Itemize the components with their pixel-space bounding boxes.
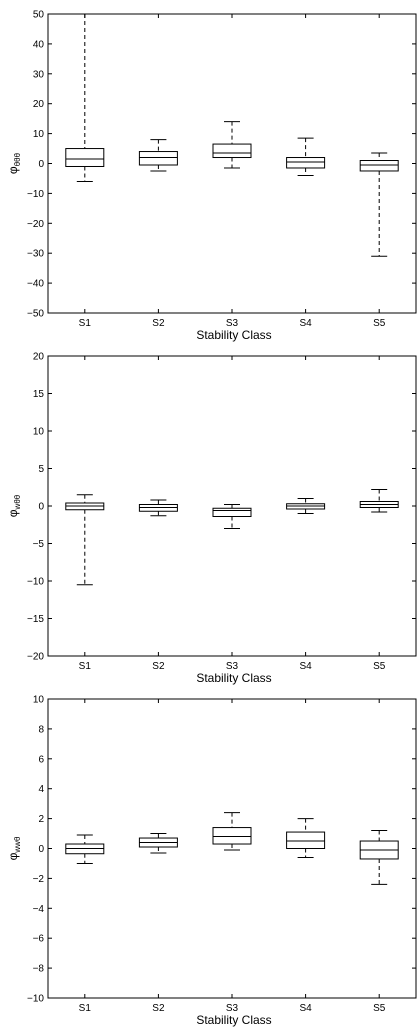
y-tick-label: 0 [38, 502, 44, 513]
x-tick-label: S2 [152, 318, 165, 329]
box-S5 [359, 830, 399, 885]
box-S3 [212, 812, 252, 851]
y-tick-label: −10 [27, 189, 44, 200]
y-tick-label: 4 [38, 784, 44, 795]
y-tick-label: 10 [33, 695, 45, 706]
box-S2 [138, 499, 178, 517]
x-tick-label: S2 [152, 1003, 165, 1014]
box-S2 [138, 139, 178, 172]
y-tick-label: −15 [27, 614, 44, 625]
x-axis-label: Stability Class [196, 671, 271, 685]
y-tick-label: 0 [38, 844, 44, 855]
y-tick-label: −10 [27, 994, 44, 1005]
x-tick-label: S1 [79, 661, 92, 672]
box-S2 [138, 833, 178, 854]
y-tick-label: −8 [33, 964, 45, 975]
y-tick-label: −6 [33, 934, 45, 945]
y-tick-label: 15 [33, 389, 45, 400]
chart-panel-1: −50 −40 −30 −20 −10 0 10 20 30 40 50 S1 S2 S3 S4 S5 Stab… [6, 10, 417, 342]
x-tick-label: S4 [299, 318, 312, 329]
y-tick-label: 6 [38, 754, 44, 765]
y-tick-label: 8 [38, 724, 44, 735]
x-axis-label: Stability Class [196, 1013, 271, 1027]
y-tick-label: −50 [27, 309, 44, 320]
y-tick-label: 10 [33, 427, 45, 438]
y-tick-label: −20 [27, 652, 44, 663]
iqr-box [212, 507, 252, 517]
y-tick-label: −40 [27, 279, 44, 290]
y-tick-label: 0 [38, 159, 44, 170]
x-tick-label: S5 [373, 661, 386, 672]
box-S4 [286, 498, 326, 514]
chart-panel-2: −20 −15 −10 −5 0 5 10 15 20 S1 S2 S3 S4 S5 Stability C… [6, 352, 417, 685]
y-tick-label: −5 [33, 539, 45, 550]
x-axis-label: Stability Class [196, 328, 271, 342]
y-axis-label: φwwθ [6, 836, 22, 860]
y-tick-label: −20 [27, 219, 44, 230]
y-axis-label: φwθθ [6, 494, 22, 517]
iqr-box [138, 151, 178, 166]
plot-frame [47, 13, 417, 314]
y-tick-label: 30 [33, 69, 45, 80]
x-tick-label: S5 [373, 1003, 386, 1014]
iqr-box [286, 157, 326, 169]
iqr-box [359, 160, 399, 172]
x-tick-label: S2 [152, 661, 165, 672]
y-tick-label: 2 [38, 814, 44, 825]
x-tick-label: S3 [226, 1003, 239, 1014]
y-tick-label: 5 [38, 464, 44, 475]
y-tick-label: −2 [33, 874, 45, 885]
y-tick-label: −10 [27, 577, 44, 588]
box-S3 [212, 121, 252, 169]
iqr-box [65, 148, 105, 167]
x-tick-label: S4 [299, 661, 312, 672]
x-tick-label: S1 [79, 1003, 92, 1014]
chart-panel-3: −10 −8 −6 −4 −2 0 2 4 6 8 10 S1 S2 S3 S4 S5 Stability Cl… [6, 695, 417, 1027]
y-tick-label: 20 [33, 352, 45, 363]
box-S4 [286, 137, 326, 176]
box-S1 [65, 13, 105, 182]
box-S4 [286, 818, 326, 858]
x-tick-label: S1 [79, 318, 92, 329]
x-tick-label: S4 [299, 1003, 312, 1014]
iqr-box [212, 827, 252, 845]
y-tick-label: 10 [33, 129, 45, 140]
y-tick-label: 40 [33, 39, 45, 50]
box-S1 [65, 494, 105, 586]
box-S1 [65, 834, 105, 864]
x-tick-label: S5 [373, 318, 386, 329]
iqr-box [212, 143, 252, 159]
x-tick-label: S3 [226, 318, 239, 329]
y-tick-label: 50 [33, 10, 45, 21]
box-S3 [212, 504, 252, 529]
iqr-box [286, 831, 326, 849]
y-tick-label: 20 [33, 99, 45, 110]
x-tick-label: S3 [226, 661, 239, 672]
y-tick-label: −30 [27, 249, 44, 260]
box-S5 [359, 489, 399, 513]
box-S5 [359, 152, 399, 257]
y-axis-label: φθθθ [6, 152, 22, 174]
y-tick-label: −4 [33, 904, 45, 915]
